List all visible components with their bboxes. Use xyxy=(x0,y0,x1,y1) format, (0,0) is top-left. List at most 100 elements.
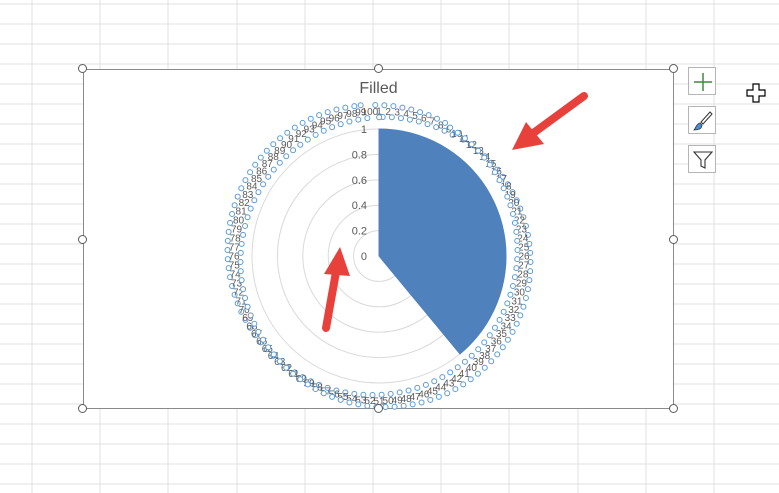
label-selection-handle xyxy=(524,286,531,293)
label-selection-handle xyxy=(414,384,421,391)
label-selection-handle xyxy=(408,106,415,113)
category-label: 53 xyxy=(355,395,367,406)
resize-handle-bottom-right[interactable] xyxy=(669,404,678,413)
resize-handle-bottom[interactable] xyxy=(374,404,383,413)
label-selection-handle xyxy=(290,147,297,154)
label-selection-handle xyxy=(399,104,406,111)
resize-handle-right[interactable] xyxy=(669,235,678,244)
label-selection-handle xyxy=(270,141,277,148)
category-label-group: 71 xyxy=(231,291,251,310)
category-label-group: 4 xyxy=(399,104,413,123)
category-label: 80 xyxy=(233,215,245,226)
category-label-group: 34 xyxy=(496,316,516,335)
category-label-group: 49 xyxy=(387,390,407,409)
chart-filters-button[interactable] xyxy=(688,145,716,173)
label-selection-handle xyxy=(247,169,254,176)
label-selection-handle xyxy=(304,381,311,388)
category-label-group: 86 xyxy=(252,161,272,180)
chart-elements-button[interactable] xyxy=(688,67,716,95)
category-label: 90 xyxy=(281,140,293,151)
category-label: 5 xyxy=(412,111,418,122)
category-label: 23 xyxy=(516,224,528,235)
category-label: 83 xyxy=(242,190,254,201)
category-label: 24 xyxy=(517,233,529,244)
label-selection-handle xyxy=(297,141,304,148)
move-cross-cursor-icon xyxy=(746,83,766,103)
label-selection-handle xyxy=(316,112,323,119)
category-label: 42 xyxy=(451,374,463,385)
label-selection-handle xyxy=(390,103,397,110)
resize-handle-top[interactable] xyxy=(374,64,383,73)
resize-handle-top-right[interactable] xyxy=(669,64,678,73)
label-selection-handle xyxy=(237,249,244,256)
label-selection-handle xyxy=(513,265,520,272)
label-selection-handle xyxy=(237,268,244,275)
label-selection-handle xyxy=(346,399,353,406)
category-label-group: 29 xyxy=(511,274,531,293)
label-selection-handle xyxy=(263,147,270,154)
category-label-group: 92 xyxy=(291,124,311,143)
chart-title[interactable]: Filled xyxy=(359,80,398,97)
resize-handle-bottom-left[interactable] xyxy=(78,404,87,413)
label-selection-handle xyxy=(270,351,277,358)
category-label-group: 19 xyxy=(500,185,520,204)
resize-handle-left[interactable] xyxy=(78,235,87,244)
label-selection-handle xyxy=(346,118,353,125)
chart-styles-button[interactable] xyxy=(688,106,716,134)
label-selection-handle xyxy=(320,390,327,397)
category-label: 30 xyxy=(514,288,526,299)
label-selection-handle xyxy=(320,127,327,134)
category-label: 45 xyxy=(427,386,439,397)
category-label-group: 21 xyxy=(507,202,527,221)
label-selection-handle xyxy=(247,205,254,212)
category-label: 67 xyxy=(251,329,263,340)
resize-handle-top-left[interactable] xyxy=(78,64,87,73)
radar-chart[interactable]: 00.20.40.60.8112345678910111213141516171… xyxy=(84,70,675,410)
label-selection-handle xyxy=(297,376,304,383)
label-selection-handle xyxy=(329,393,336,400)
label-selection-handle xyxy=(513,197,520,204)
category-label: 25 xyxy=(518,242,530,253)
category-label-group: 42 xyxy=(447,369,467,388)
category-label-group: 39 xyxy=(468,352,488,371)
label-selection-handle xyxy=(442,119,449,126)
label-selection-handle xyxy=(522,222,529,229)
category-label-group: 24 xyxy=(513,228,533,247)
label-selection-handle xyxy=(513,228,520,235)
label-selection-handle xyxy=(517,205,524,212)
category-label: 50 xyxy=(383,396,395,407)
label-selection-handle xyxy=(496,177,503,184)
category-label-group: 88 xyxy=(263,147,283,166)
label-selection-handle xyxy=(475,346,482,353)
label-selection-handle xyxy=(324,109,331,116)
category-label-group: 100 xyxy=(357,102,383,121)
category-label-group: 22 xyxy=(509,210,529,229)
category-label-group: 23 xyxy=(511,219,531,238)
label-selection-handle xyxy=(369,392,376,398)
label-selection-handle xyxy=(251,320,258,327)
category-label: 71 xyxy=(236,296,248,307)
category-label: 89 xyxy=(274,146,286,157)
label-selection-handle xyxy=(229,283,236,290)
label-selection-handle xyxy=(251,197,258,204)
label-selection-handle xyxy=(409,401,416,408)
label-selection-handle xyxy=(400,402,407,409)
label-selection-handle xyxy=(265,344,272,351)
label-selection-handle xyxy=(496,316,503,323)
category-label-group: 78 xyxy=(225,228,245,247)
category-label-group: 27 xyxy=(514,256,534,275)
label-selection-handle xyxy=(242,222,249,229)
label-selection-handle xyxy=(255,189,262,196)
label-selection-handle xyxy=(405,387,412,394)
label-selection-handle xyxy=(433,124,440,131)
label-selection-handle xyxy=(387,390,394,397)
category-label: 85 xyxy=(251,174,263,185)
label-selection-handle xyxy=(439,374,446,381)
category-label-group: 69 xyxy=(238,308,258,327)
chart-frame[interactable]: Filled 00.20.40.60.811234567891011121314… xyxy=(83,69,675,410)
category-label-group: 99 xyxy=(351,103,371,122)
label-selection-handle xyxy=(357,102,364,109)
label-selection-handle xyxy=(468,141,475,148)
category-label: 91 xyxy=(288,134,300,145)
category-label: 8 xyxy=(438,120,444,131)
